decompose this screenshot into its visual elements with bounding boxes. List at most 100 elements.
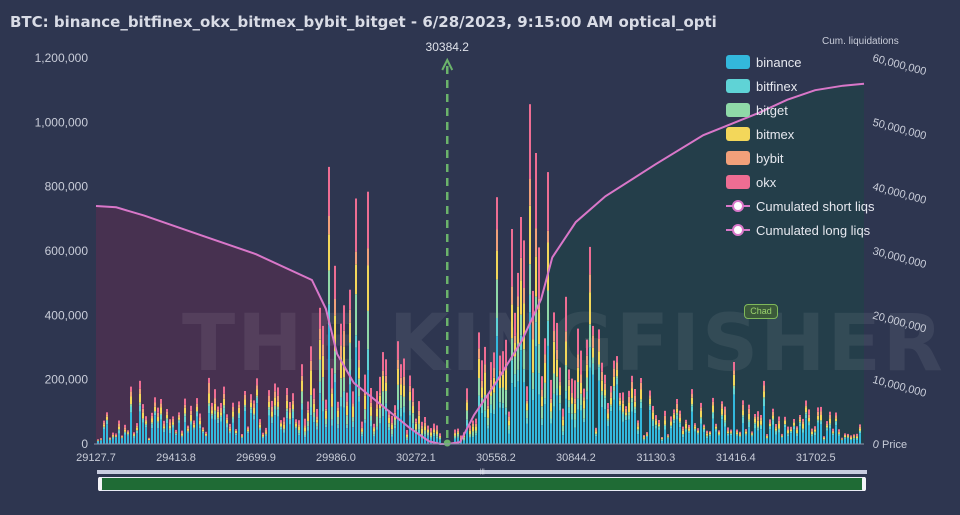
bar-bitfinex — [580, 405, 582, 411]
bar-bitmex — [337, 410, 339, 417]
bar-bybit — [691, 394, 693, 398]
bar-bitmex — [232, 411, 234, 417]
bar-binance — [334, 382, 336, 444]
bar-bitmex — [799, 419, 801, 422]
bar-binance — [769, 429, 771, 444]
bar-binance — [787, 436, 789, 444]
bar-bitget — [343, 377, 345, 392]
bar-bitget — [526, 410, 528, 419]
scroll-handle-right[interactable] — [862, 477, 866, 491]
bar-bitfinex — [481, 405, 483, 413]
bar-bybit — [304, 425, 306, 428]
bar-bitmex — [550, 403, 552, 412]
chad-badge[interactable]: Chad — [744, 304, 778, 319]
bar-binance — [832, 435, 834, 444]
bar-binance — [283, 432, 285, 444]
bar-bitget — [124, 431, 126, 433]
bar-bitmex — [151, 418, 153, 423]
bar-okx — [655, 415, 657, 419]
bar-bybit — [472, 423, 474, 427]
bar-bitmex — [148, 439, 150, 440]
scroll-grip-icon[interactable]: ||| — [480, 469, 485, 475]
bar-okx — [370, 388, 372, 403]
bar-okx — [190, 405, 192, 411]
bar-binance — [253, 419, 255, 444]
bar-bitfinex — [157, 422, 159, 428]
bar-bybit — [334, 298, 336, 316]
bar-binance — [760, 429, 762, 444]
bar-bybit — [163, 423, 165, 427]
scroll-track[interactable] — [97, 470, 867, 474]
bar-okx — [274, 383, 276, 392]
bar-binance — [727, 435, 729, 444]
bar-bitfinex — [655, 425, 657, 429]
bar-bitmex — [787, 430, 789, 434]
bar-bybit — [124, 427, 126, 430]
bar-okx — [703, 424, 705, 426]
bar-bitfinex — [541, 418, 543, 426]
bar-binance — [520, 350, 522, 444]
bar-bitfinex — [187, 431, 189, 433]
bar-binance — [307, 430, 309, 444]
scroll-handle-left[interactable] — [98, 477, 102, 491]
legend-item-cumulated-short-liqs[interactable]: Cumulated short liqs — [726, 194, 896, 218]
bar-bitfinex — [778, 429, 780, 433]
bar-okx — [682, 426, 684, 429]
bar-okx — [814, 426, 816, 429]
bar-bitfinex — [427, 435, 429, 437]
bar-bitmex — [406, 434, 408, 437]
bar-bybit — [637, 422, 639, 427]
bar-bitget — [226, 423, 228, 425]
bar-binance — [343, 407, 345, 444]
bar-binance — [853, 439, 855, 444]
legend-item-binance[interactable]: binance — [726, 50, 896, 74]
bar-bybit — [217, 409, 219, 412]
bar-bitmex — [172, 422, 174, 425]
bar-binance — [805, 418, 807, 444]
bar-bitget — [769, 426, 771, 427]
bar-bitmex — [742, 410, 744, 416]
bar-bitget — [520, 314, 522, 336]
bar-bybit — [196, 403, 198, 407]
bar-bitget — [685, 428, 687, 430]
bar-bitget — [694, 428, 696, 430]
legend-item-bitfinex[interactable]: bitfinex — [726, 74, 896, 98]
bar-bybit — [376, 404, 378, 409]
bar-binance — [778, 432, 780, 444]
bar-bitget — [367, 310, 369, 350]
bar-bitmex — [703, 427, 705, 429]
bar-bitfinex — [742, 417, 744, 423]
bar-okx — [109, 437, 111, 438]
bar-bitget — [247, 431, 249, 432]
bar-bitfinex — [433, 434, 435, 437]
bar-bybit — [724, 409, 726, 415]
bar-bitget — [490, 395, 492, 405]
bar-okx — [415, 418, 417, 422]
bar-bitmex — [502, 374, 504, 388]
y-left-tick-label: 0 — [81, 437, 88, 451]
bar-bybit — [418, 410, 420, 416]
bar-bitfinex — [316, 426, 318, 430]
range-scrollbar[interactable] — [98, 477, 866, 491]
legend-item-cumulated-long-liqs[interactable]: Cumulated long liqs — [726, 218, 896, 242]
bar-bitmex — [112, 435, 114, 437]
legend-item-bitget[interactable]: bitget — [726, 98, 896, 122]
bar-bitfinex — [388, 427, 390, 430]
legend-item-okx[interactable]: okx — [726, 170, 896, 194]
chart-title: BTC: binance_bitfinex_okx_bitmex_bybit_b… — [10, 13, 717, 31]
bar-okx — [739, 431, 741, 433]
bar-bybit — [586, 355, 588, 365]
legend-item-bybit[interactable]: bybit — [726, 146, 896, 170]
bar-bitget — [814, 431, 816, 433]
bar-bitmex — [829, 418, 831, 424]
bar-binance — [178, 422, 180, 444]
bar-okx — [670, 416, 672, 421]
bar-binance — [592, 374, 594, 444]
bar-bitmex — [325, 410, 327, 419]
legend-item-bitmex[interactable]: bitmex — [726, 122, 896, 146]
bar-binance — [835, 425, 837, 444]
bar-bitfinex — [820, 421, 822, 425]
bar-bybit — [292, 400, 294, 405]
bar-bitmex — [784, 420, 786, 425]
bar-bitfinex — [217, 419, 219, 424]
